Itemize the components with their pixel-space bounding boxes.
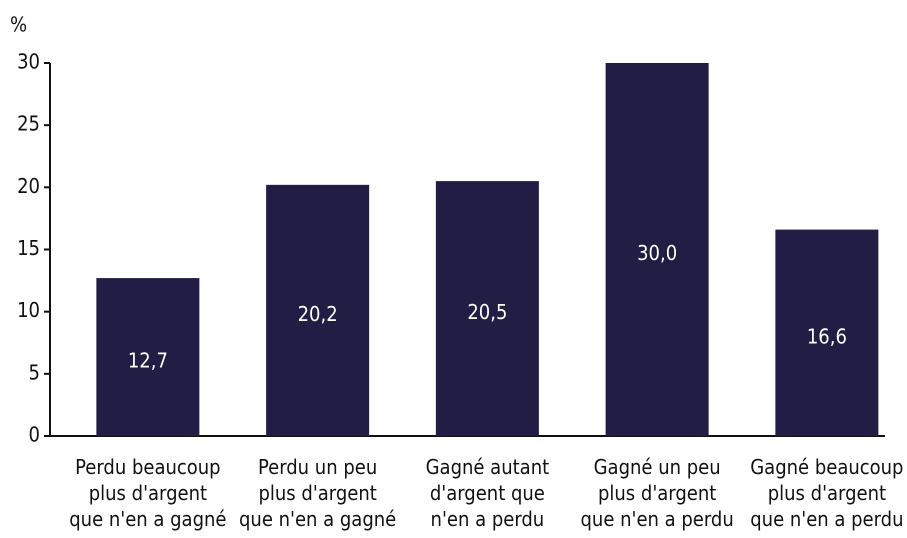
x-tick-label-line: n'en a perdu [431,507,545,531]
value-label: 20,5 [467,300,507,324]
x-tick-label: Gagné beaucoup plus d'argent que n'en a pe… [750,455,903,531]
y-tick-label: 20 [17,174,40,198]
bar [266,184,370,436]
x-tick-label-line: Gagné autant [426,455,550,479]
x-tick-label: Gagné autant d'argent que n'en a perdu [426,455,550,531]
bar [435,181,539,436]
x-tick-label-line: plus d'argent [89,481,207,505]
y-tick-label: 5 [29,360,40,384]
y-tick-label: 0 [29,423,40,447]
bar [775,229,879,436]
x-tick-label-line: que n'en a perdu [580,507,733,531]
x-tick-label: Perdu un peu plus d'argent que n'en a gagn… [239,455,396,531]
x-tick-label-line: Gagné un peu [594,455,721,479]
bar [96,278,200,436]
x-tick-label-line: plus d'argent [598,481,716,505]
x-tick-label: Perdu beaucoup plus d'argent que n'en a ga… [69,455,226,531]
x-tick-label-line: Perdu beaucoup [75,455,220,479]
bar [605,63,709,436]
y-unit: % [10,13,27,37]
x-tick-label-line: que n'en a gagné [69,507,226,531]
x-tick-label-line: Gagné beaucoup [750,455,903,479]
x-tick-label-line: que n'en a perdu [750,507,903,531]
value-label: 16,6 [807,324,847,348]
value-label: 12,7 [128,349,168,373]
x-tick-label-line: plus d'argent [258,481,376,505]
y-tick-label: 10 [17,298,40,322]
x-tick-label-line: d'argent que [430,481,545,505]
x-tick-label-line: que n'en a gagné [239,507,396,531]
y-tick-label: 30 [17,50,40,74]
value-label: 30,0 [637,241,677,265]
x-tick-label-line: plus d'argent [768,481,886,505]
y-tick-label: 15 [17,236,40,260]
value-label: 20,2 [298,302,338,326]
x-tick-label: Gagné un peu plus d'argent que n'en a perd… [580,455,733,531]
x-tick-label-line: Perdu un peu [258,455,377,479]
y-tick-label: 25 [17,112,40,136]
